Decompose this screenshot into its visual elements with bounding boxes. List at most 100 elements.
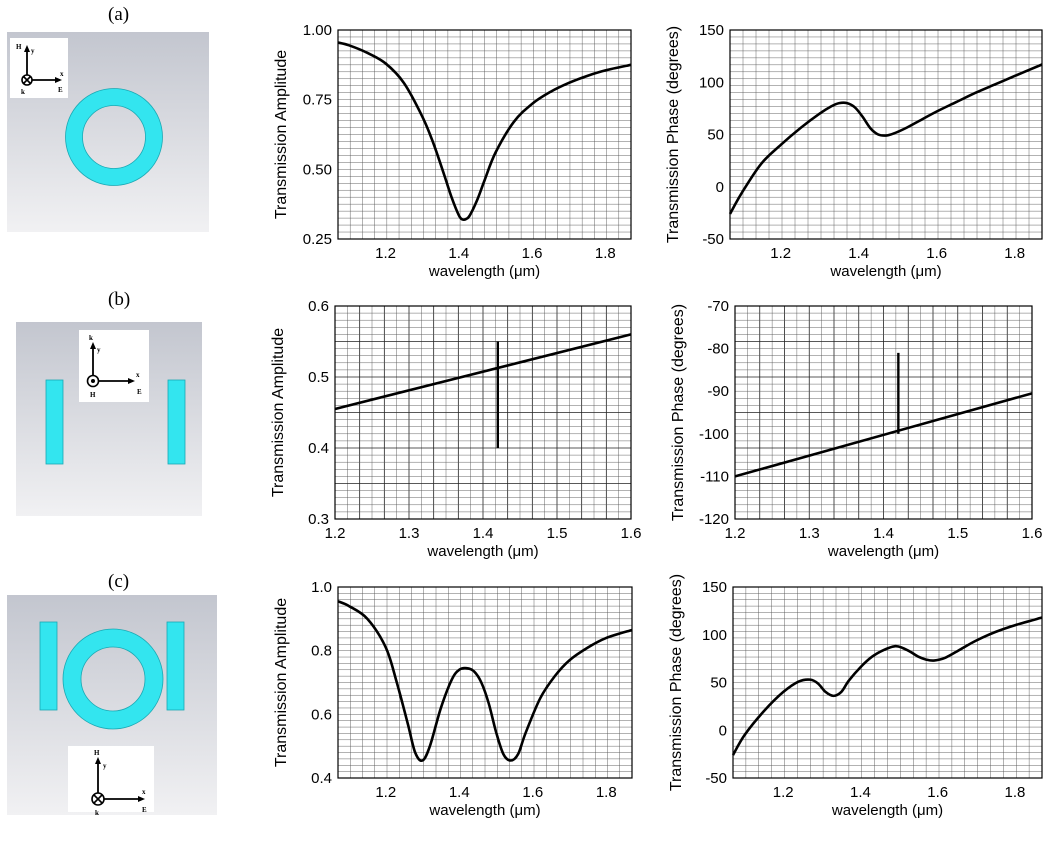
chart-a-amplitude: 1.2 1.4 1.6 1.8 0.25 0.50 0.75 1.00 wavelength (… [273,22,631,280]
x-tick-label: 1.4 [873,525,894,542]
x-tick-label: 1.4 [473,525,494,542]
x-tick-label: 1.6 [1022,525,1043,542]
x-tick-label: 1.4 [848,245,869,262]
coord-b-E: E [137,388,142,396]
x-tick-label: 1.3 [399,525,420,542]
coord-b-y: y [97,346,101,354]
y-tick-label: -50 [702,231,724,248]
y-tick-label: 0.5 [308,369,329,386]
grid [335,306,631,519]
y-tick-label: -50 [705,770,727,787]
y-tick-label: -100 [699,426,729,443]
structure-a: H y x k E [7,32,209,232]
y-axis-title: Transmission Phase (degrees) [665,26,682,243]
panel-label-b: (b) [108,289,130,310]
x-axis-title: wavelength (μm) [829,263,941,280]
x-tick-label: 1.8 [596,784,617,801]
x-tick-label: 1.8 [1004,245,1025,262]
y-tick-label: 1.0 [311,579,332,596]
structure-c: H y x k E [7,595,217,817]
y-axis-title: Transmission Phase (degrees) [668,574,685,791]
coord-a-k: k [21,88,25,96]
chart-c-phase: 1.2 1.4 1.6 1.8 -50 0 50 100 150 wavelength (μm) T… [668,574,1042,819]
y-tick-label: 0 [719,722,727,739]
y-tick-label: 0.25 [303,231,332,248]
y-tick-label: 0.4 [308,440,329,457]
x-tick-label: 1.2 [773,784,794,801]
y-tick-label: -80 [707,341,729,358]
y-axis-title: Transmission Amplitude [273,598,290,767]
x-tick-label: 1.2 [375,784,396,801]
x-axis-title: wavelength (μm) [831,802,943,819]
y-tick-label: 50 [710,675,727,692]
x-axis-title: wavelength (μm) [426,543,538,560]
y-tick-label: 150 [699,22,724,39]
x-tick-label: 1.8 [595,245,616,262]
coord-c-E: E [142,806,147,814]
y-axis-title: Transmission Amplitude [270,328,287,497]
y-tick-label: -120 [699,511,729,528]
bar-c-right [167,622,184,710]
x-tick-label: 1.6 [621,525,642,542]
coord-b-H: H [90,391,96,399]
coord-c-k: k [95,809,99,817]
coord-a-E: E [58,86,63,94]
x-tick-label: 1.4 [449,784,470,801]
x-tick-label: 1.2 [375,245,396,262]
panel-label-c: (c) [108,571,129,592]
y-tick-label: 50 [707,127,724,144]
bar-b-left [46,380,63,464]
chart-a-phase: 1.2 1.4 1.6 1.8 -50 0 50 100 150 wavelength (μm) T… [665,22,1042,280]
coord-a-H: H [16,43,22,51]
coord-a-y: y [31,47,35,55]
x-axis-title: wavelength (μm) [428,802,540,819]
y-tick-label: 0 [716,179,724,196]
grid [735,306,1032,519]
x-axis-title: wavelength (μm) [428,263,540,280]
coord-c-y: y [103,762,107,770]
y-tick-label: 0.6 [308,298,329,315]
y-tick-label: 100 [699,74,724,91]
chart-b-amplitude: 1.2 1.3 1.4 1.5 1.6 0.3 0.4 0.5 0.6 wavelength (μ… [270,298,641,560]
x-tick-label: 1.8 [1005,784,1026,801]
y-tick-label: 0.75 [303,92,332,109]
y-tick-label: 1.00 [303,22,332,39]
bar-c-left [40,622,57,710]
x-tick-label: 1.6 [522,245,543,262]
y-tick-label: -110 [700,468,729,485]
panel-label-a: (a) [108,4,129,25]
y-tick-label: -90 [707,383,729,400]
bar-b-right [168,380,185,464]
grid [338,587,632,778]
chart-c-amplitude: 1.2 1.4 1.6 1.8 0.4 0.6 0.8 1.0 wavelength (μm) T… [273,579,632,819]
y-tick-label: 0.6 [311,706,332,723]
y-tick-label: 0.4 [311,770,332,787]
structure-b: k y x H E [16,322,202,516]
chart-b-phase: 1.2 1.3 1.4 1.5 1.6 -120 -110 -100 -90 -80 -70 wave… [670,298,1042,560]
x-tick-label: 1.4 [448,245,469,262]
y-tick-label: 150 [702,579,727,596]
x-tick-label: 1.6 [522,784,543,801]
x-tick-label: 1.3 [799,525,820,542]
coord-c-H: H [94,749,100,757]
x-tick-label: 1.6 [927,784,948,801]
y-tick-label: 100 [702,627,727,644]
y-tick-label: -70 [707,298,729,315]
x-tick-label: 1.6 [926,245,947,262]
y-tick-label: 0.3 [308,511,329,528]
y-tick-label: 0.50 [303,161,332,178]
coord-b-x: x [136,371,140,379]
coord-b-k: k [89,334,93,342]
y-tick-label: 0.8 [311,643,332,660]
x-tick-label: 1.5 [947,525,968,542]
grid [733,587,1042,778]
y-axis-title: Transmission Phase (degrees) [670,304,687,521]
x-tick-label: 1.4 [850,784,871,801]
coord-a-x: x [60,70,64,78]
coord-c-x: x [142,788,146,796]
x-tick-label: 1.5 [547,525,568,542]
x-tick-label: 1.2 [770,245,791,262]
y-axis-title: Transmission Amplitude [273,50,290,219]
coord-box-c [68,746,154,812]
